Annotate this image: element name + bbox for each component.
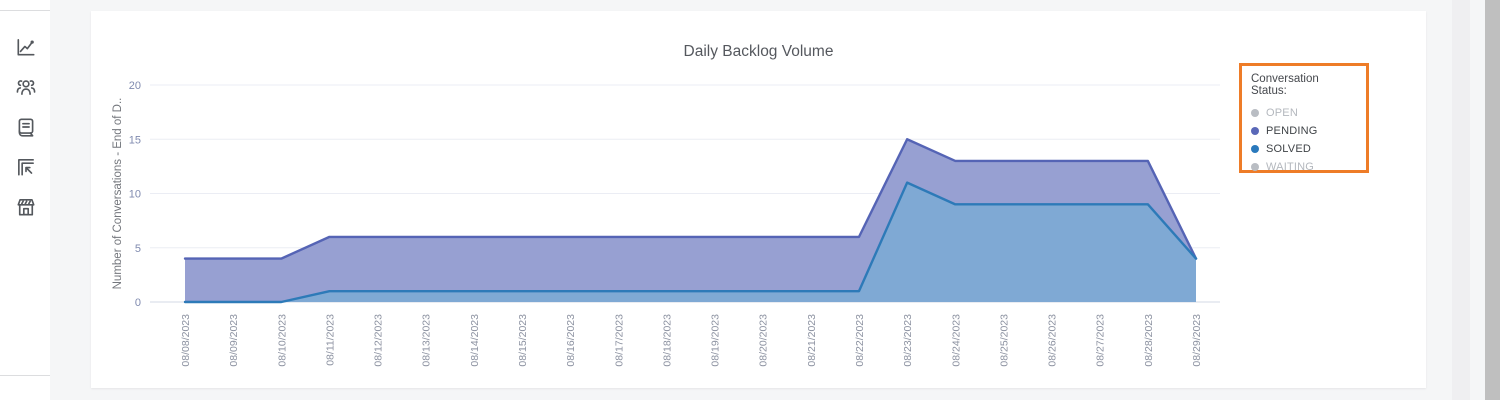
svg-text:08/25/2023: 08/25/2023	[998, 314, 1010, 367]
legend-item-waiting[interactable]: WAITING	[1251, 158, 1357, 176]
svg-text:08/21/2023: 08/21/2023	[806, 314, 818, 367]
svg-text:08/26/2023: 08/26/2023	[1047, 314, 1059, 367]
book-icon[interactable]	[15, 116, 37, 138]
legend-dot	[1251, 109, 1259, 117]
svg-text:08/12/2023: 08/12/2023	[373, 314, 385, 367]
svg-text:20: 20	[129, 80, 141, 92]
sidebar-bottom-divider	[0, 375, 50, 376]
svg-text:08/27/2023: 08/27/2023	[1095, 314, 1107, 367]
svg-text:15: 15	[129, 134, 141, 146]
legend-item-open[interactable]: OPEN	[1251, 104, 1357, 122]
legend-title: Conversation Status:	[1251, 73, 1319, 97]
svg-text:08/11/2023: 08/11/2023	[324, 314, 336, 366]
svg-text:08/24/2023: 08/24/2023	[950, 314, 962, 367]
legend-label: SOLVED	[1266, 143, 1312, 155]
svg-text:Number of Conversations - End: Number of Conversations - End of D..	[112, 98, 124, 290]
legend-box[interactable]: Conversation Status: OPEN PENDING SOLVED WA…	[1239, 63, 1369, 173]
svg-text:08/15/2023: 08/15/2023	[517, 314, 529, 367]
window-edge-strip	[1485, 0, 1500, 400]
legend-dot	[1251, 163, 1259, 171]
svg-text:08/09/2023: 08/09/2023	[228, 314, 240, 367]
svg-text:08/29/2023: 08/29/2023	[1191, 314, 1203, 367]
svg-text:08/22/2023: 08/22/2023	[854, 314, 866, 367]
svg-text:08/17/2023: 08/17/2023	[613, 314, 625, 367]
svg-text:10: 10	[129, 189, 141, 201]
svg-text:08/08/2023: 08/08/2023	[180, 314, 192, 367]
legend-item-solved[interactable]: SOLVED	[1251, 140, 1357, 158]
legend-item-pending[interactable]: PENDING	[1251, 122, 1357, 140]
svg-text:08/16/2023: 08/16/2023	[565, 314, 577, 367]
people-group-icon[interactable]	[15, 76, 37, 98]
svg-text:08/13/2023: 08/13/2023	[421, 314, 433, 367]
sidebar	[0, 0, 50, 400]
legend-dot	[1251, 145, 1259, 153]
legend-dot	[1251, 127, 1259, 135]
chart-card: Daily Backlog Volume 0 5 10 15 20 08/08/2023 0…	[91, 11, 1426, 388]
sidebar-top-divider	[0, 10, 50, 11]
svg-text:08/28/2023: 08/28/2023	[1143, 314, 1155, 367]
svg-text:08/20/2023: 08/20/2023	[758, 314, 770, 367]
legend-label: PENDING	[1266, 125, 1318, 137]
corner-arrow-icon[interactable]	[15, 156, 37, 178]
storefront-icon[interactable]	[15, 196, 37, 218]
svg-text:08/18/2023: 08/18/2023	[661, 314, 673, 367]
chart-title: Daily Backlog Volume	[683, 43, 834, 60]
legend-label: OPEN	[1266, 107, 1298, 119]
svg-text:0: 0	[135, 297, 141, 309]
svg-text:08/19/2023: 08/19/2023	[710, 314, 722, 367]
legend-label: WAITING	[1266, 161, 1315, 173]
vertical-scrollbar-track[interactable]	[1452, 0, 1470, 400]
svg-text:08/14/2023: 08/14/2023	[469, 314, 481, 367]
line-chart-icon[interactable]	[15, 36, 37, 58]
svg-text:08/10/2023: 08/10/2023	[276, 314, 288, 367]
svg-text:08/23/2023: 08/23/2023	[902, 314, 914, 367]
area-chart: 0 5 10 15 20 08/08/2023 08/09/2023 08/10/2023 08…	[112, 80, 1220, 367]
svg-text:5: 5	[135, 243, 141, 255]
